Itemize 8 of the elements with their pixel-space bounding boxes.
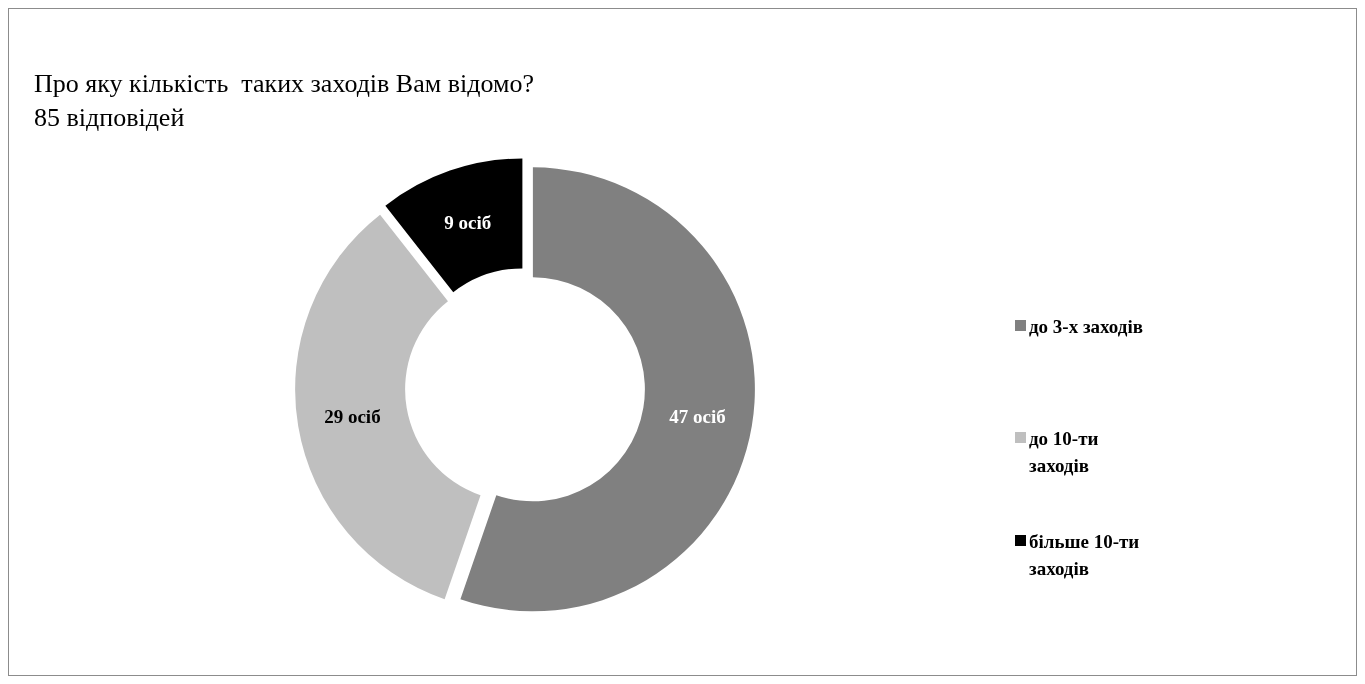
legend-label: більше 10-ти заходів <box>1029 530 1140 579</box>
chart-title: Про яку кількість таких заходів Вам відомо? <box>34 69 534 98</box>
legend-label: до 10-ти заходів <box>1029 427 1099 476</box>
data-label: 47 осіб <box>669 406 726 428</box>
data-label: 29 осіб <box>324 406 381 428</box>
chart-subtitle: 85 відповідей <box>34 103 185 132</box>
data-label: 9 осіб <box>444 212 492 234</box>
legend-label: до 3-х заходів <box>1029 315 1143 337</box>
